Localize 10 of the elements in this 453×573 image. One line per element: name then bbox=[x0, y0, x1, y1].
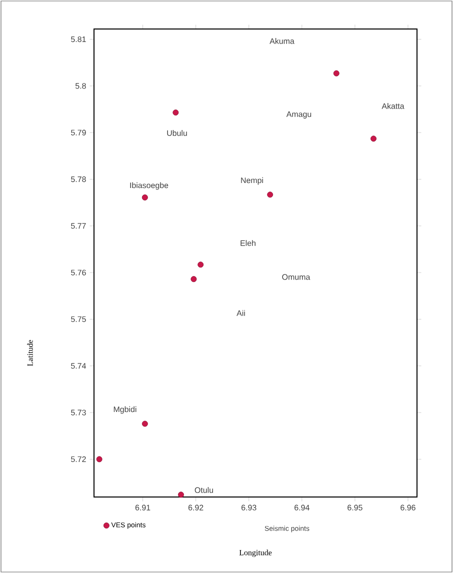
point bbox=[198, 262, 204, 268]
point bbox=[142, 420, 148, 427]
point bbox=[178, 492, 184, 498]
point bbox=[267, 192, 274, 198]
point bbox=[190, 276, 197, 282]
point bbox=[96, 456, 102, 462]
point bbox=[172, 110, 179, 116]
point bbox=[370, 136, 376, 142]
point bbox=[333, 70, 340, 76]
point bbox=[142, 194, 148, 200]
